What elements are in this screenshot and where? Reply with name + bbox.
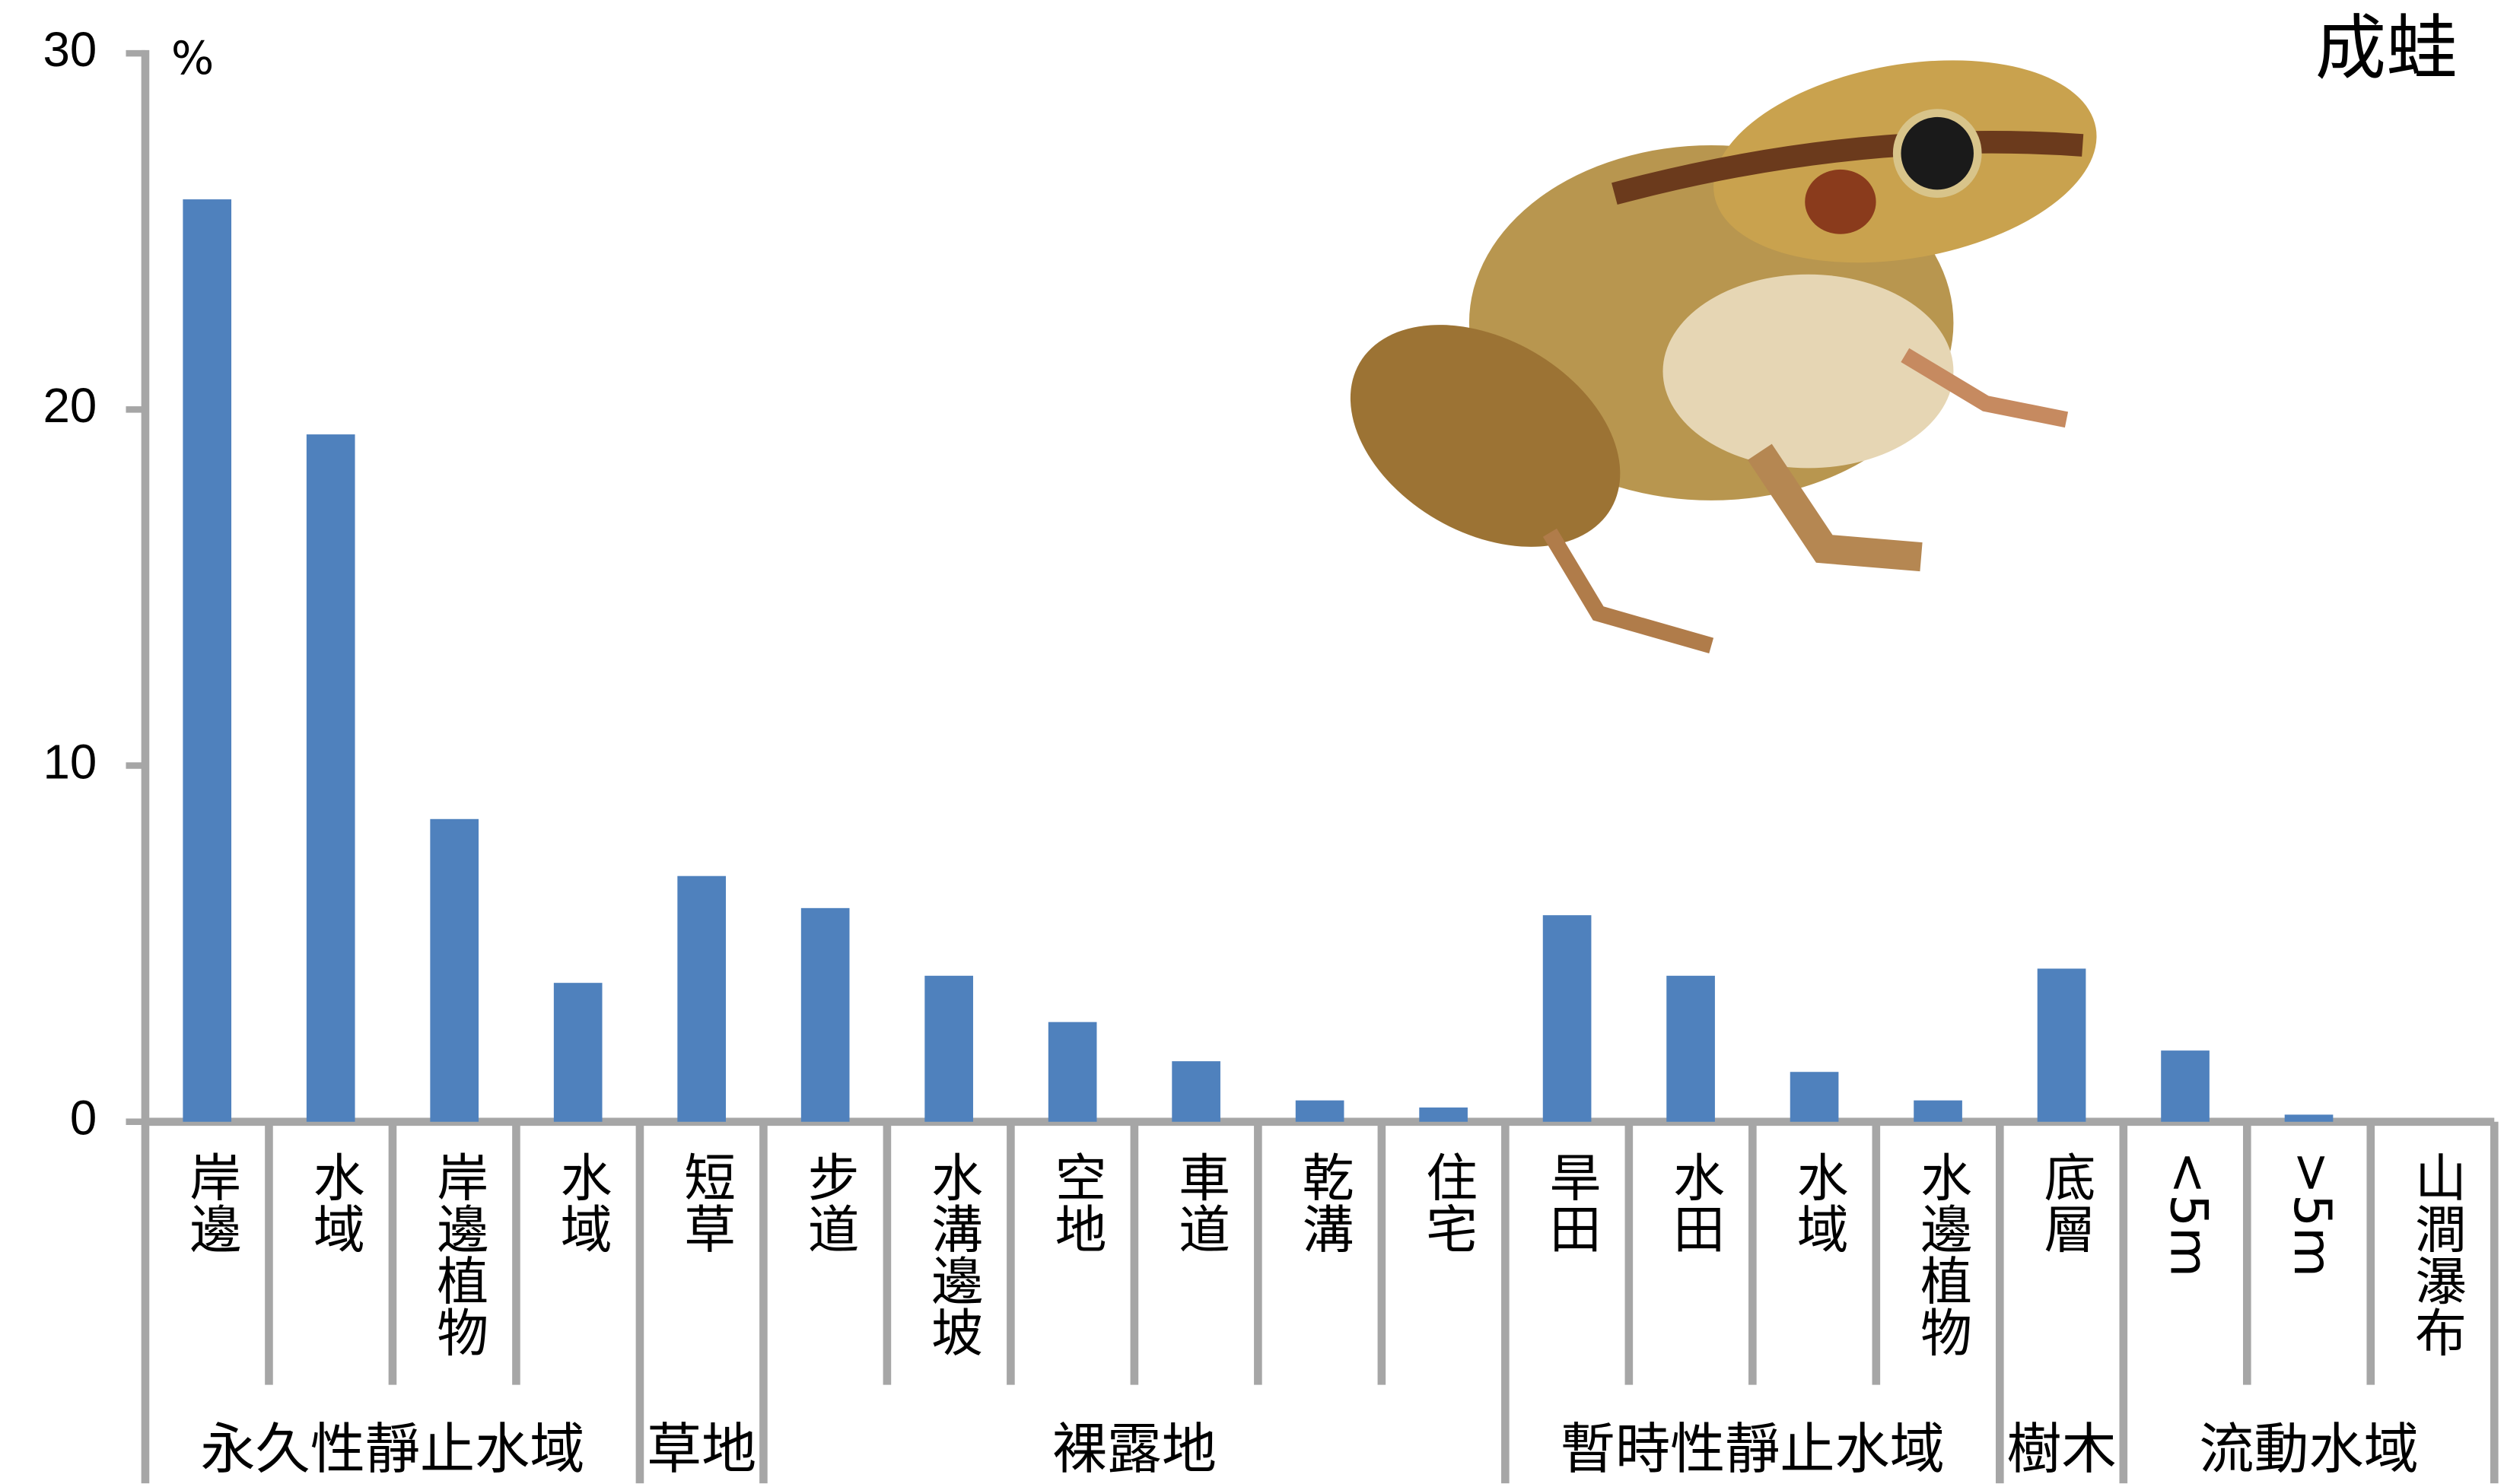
x-tick-label: 水邊植物 — [1911, 1151, 1971, 1358]
bar — [1790, 1072, 1839, 1122]
group-label: 暫時性靜止水域 — [1561, 1418, 1945, 1482]
bar — [1914, 1100, 1962, 1122]
bar — [2284, 1114, 2334, 1122]
y-tick-label: 10 — [43, 735, 97, 789]
bar — [1172, 1061, 1220, 1122]
bar — [800, 907, 850, 1122]
bar — [1048, 1022, 1097, 1122]
bar — [1542, 915, 1592, 1122]
x-tick-label: 水域 — [1787, 1151, 1847, 1254]
bar — [2037, 968, 2086, 1122]
x-tick-label: 水域 — [304, 1151, 364, 1254]
y-unit: % — [171, 33, 214, 85]
x-tick-label: 水溝邊坡 — [922, 1151, 982, 1358]
x-tick-label: 步道 — [798, 1151, 858, 1254]
x-tick-label: 乾溝 — [1293, 1151, 1353, 1254]
x-tick-label: 山澗瀑布 — [2405, 1151, 2465, 1358]
frog-illustration — [1350, 60, 2097, 654]
bar — [677, 875, 726, 1122]
x-tick-label: 空地 — [1045, 1151, 1106, 1254]
chart-title: 成蛙 — [2315, 7, 2458, 90]
group-label: 流動水域 — [2199, 1418, 2419, 1482]
x-tick-label: 住宅 — [1417, 1151, 1477, 1254]
x-tick-label: 水田 — [1664, 1151, 1724, 1254]
bar — [183, 199, 232, 1122]
group-label: 樹木 — [2006, 1418, 2116, 1482]
bar — [430, 818, 479, 1122]
bar — [1295, 1100, 1344, 1122]
bar — [1419, 1107, 1468, 1122]
bar — [306, 434, 355, 1122]
y-tick-label: 30 — [43, 23, 97, 77]
group-label: 裸露地 — [1052, 1418, 1217, 1482]
bar — [2161, 1050, 2210, 1122]
x-tick-label: 岸邊 — [180, 1151, 240, 1254]
x-tick-label: 短草 — [675, 1151, 735, 1254]
x-tick-label: 旱田 — [1540, 1151, 1600, 1254]
x-tick-label: >5m — [2282, 1151, 2342, 1277]
x-tick-label: 底層 — [2035, 1151, 2095, 1254]
x-tick-label: <5m — [2158, 1151, 2218, 1277]
x-tick-label: 水域 — [551, 1151, 611, 1254]
group-label: 永久性靜止水域 — [201, 1418, 585, 1482]
x-tick-label: 車道 — [1169, 1151, 1230, 1254]
y-tick-label: 0 — [70, 1092, 97, 1146]
x-tick-label: 岸邊植物 — [428, 1151, 488, 1358]
bar — [553, 983, 603, 1122]
bar — [924, 975, 973, 1122]
y-tick-label: 20 — [43, 379, 97, 433]
group-label: 草地 — [647, 1418, 756, 1482]
bar — [1666, 975, 1715, 1122]
